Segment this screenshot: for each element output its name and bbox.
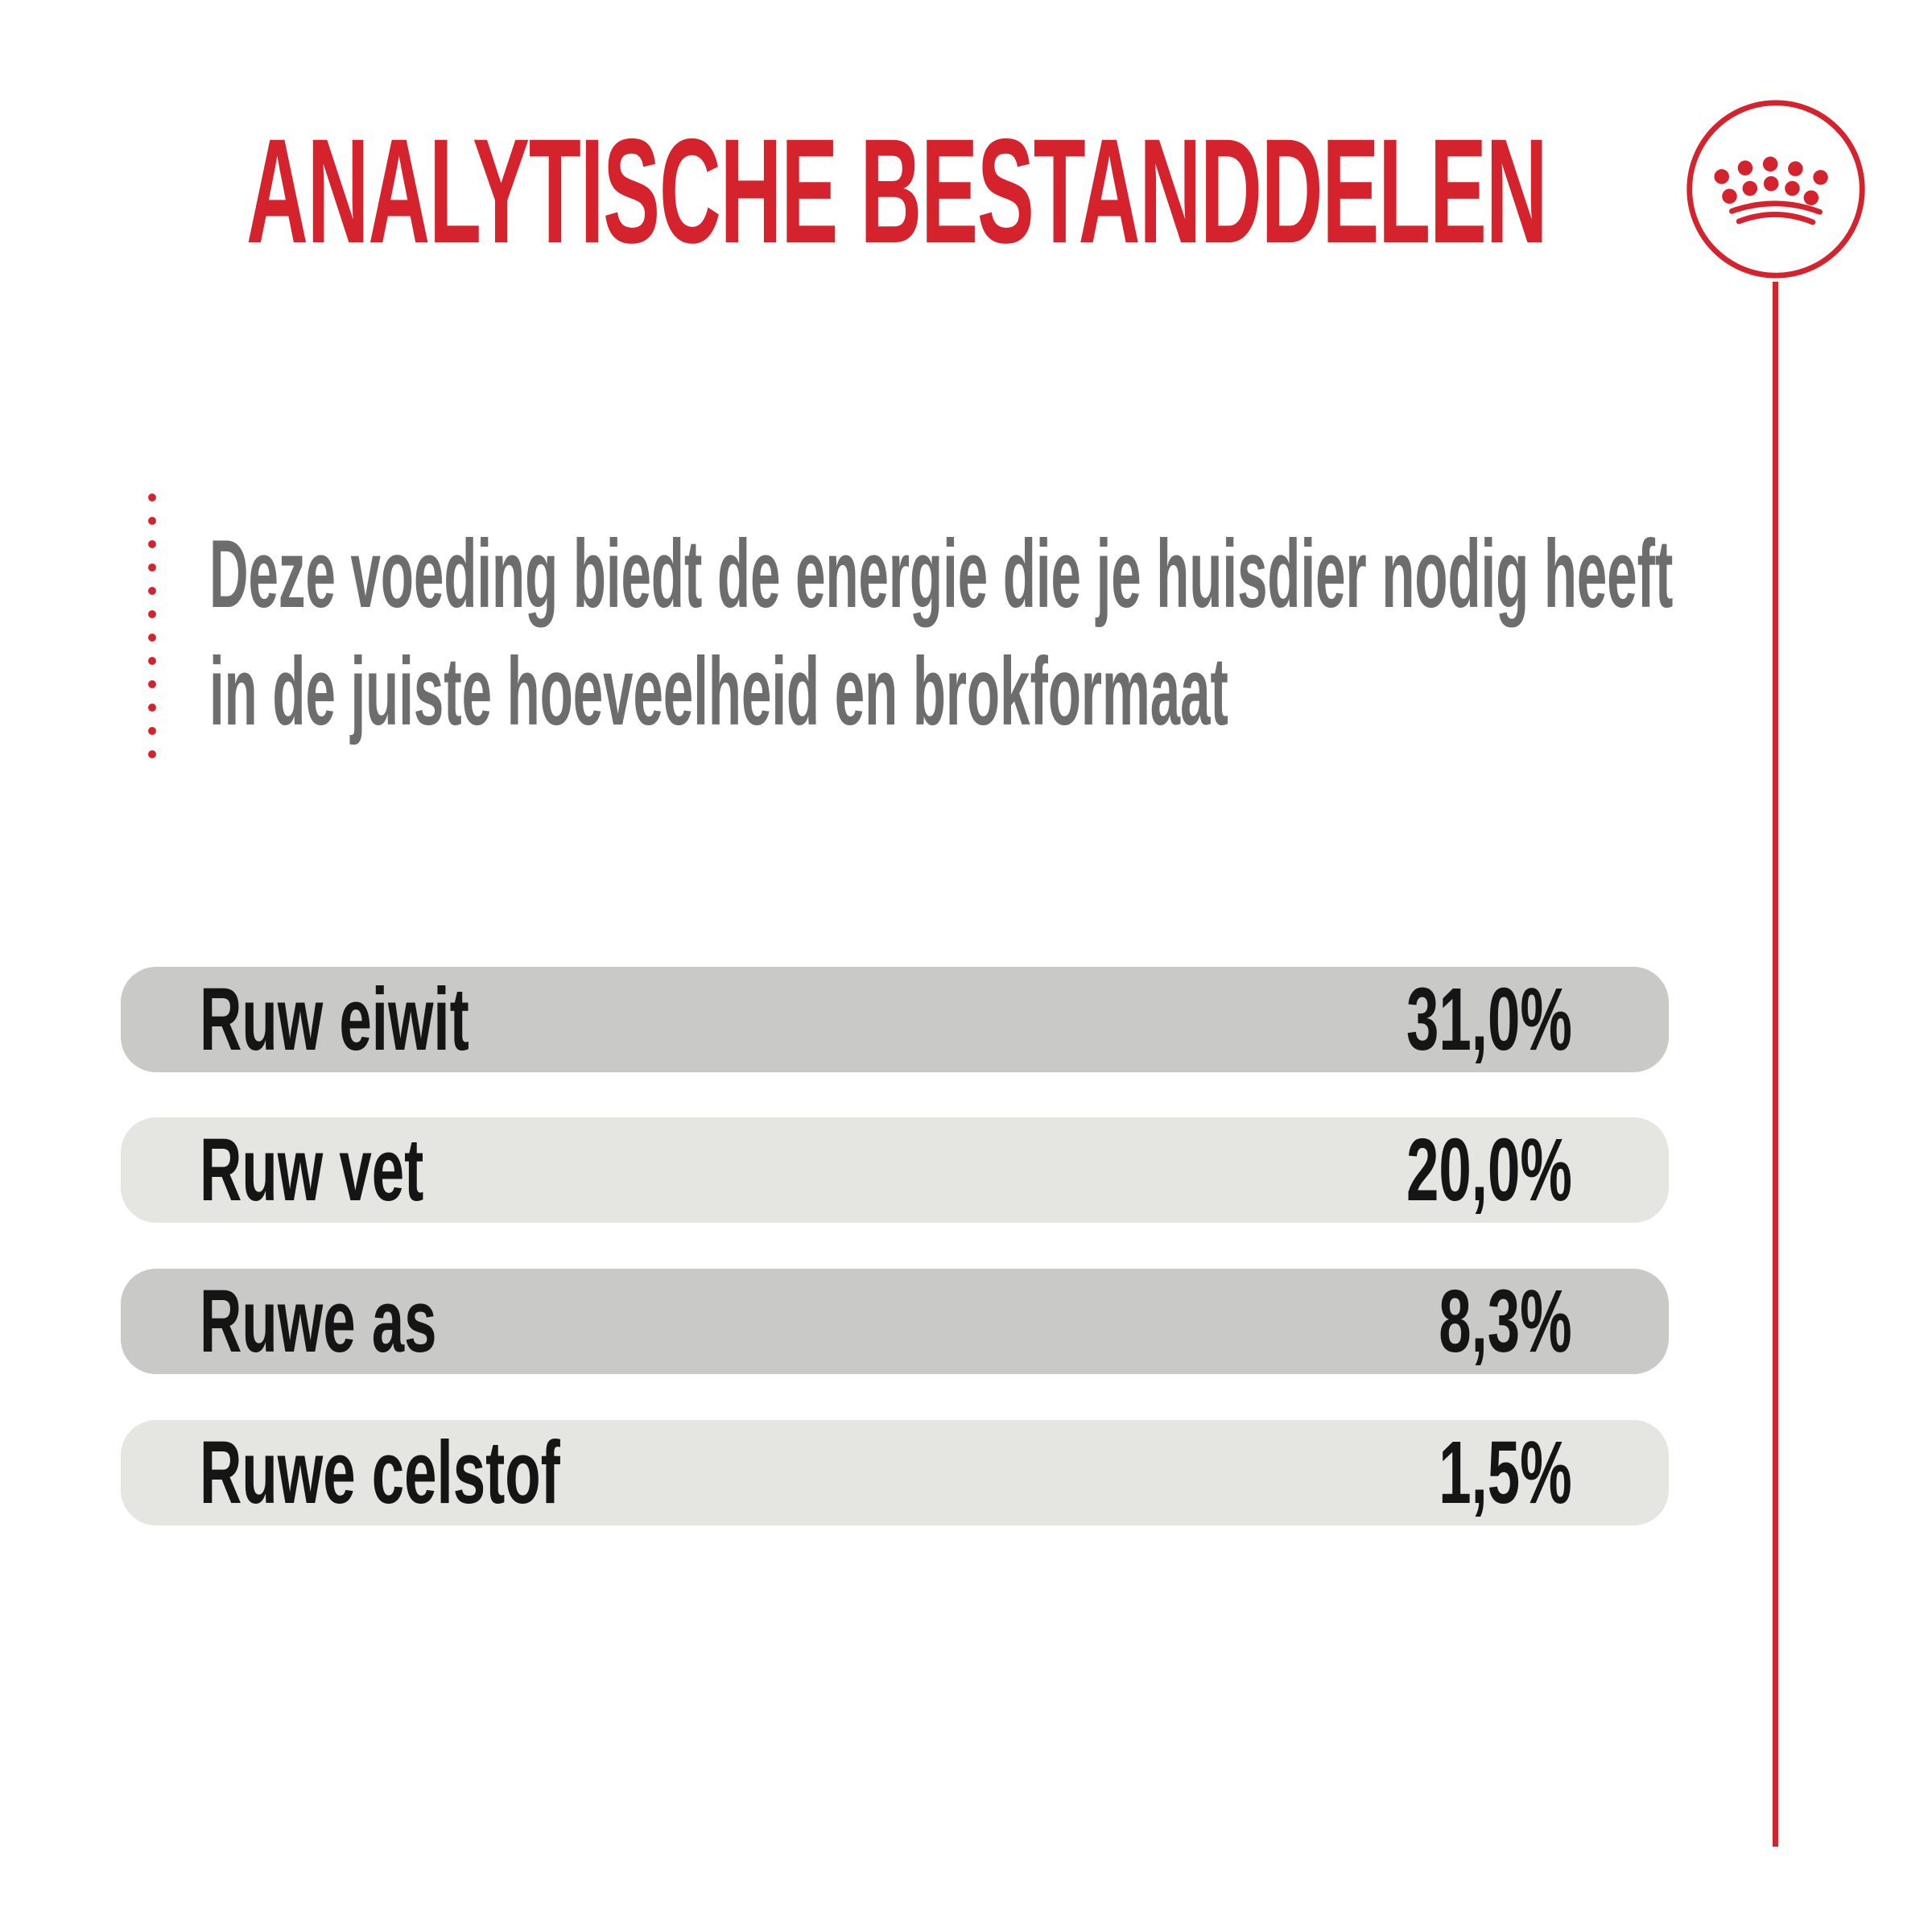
table-row: Ruw eiwit 31,0% (121, 967, 1669, 1072)
constituents-table: Ruw eiwit 31,0% Ruw vet 20,0% Ruwe as 8,… (121, 967, 1669, 1526)
dotted-accent-line (148, 493, 156, 758)
royal-canin-crown-icon (1686, 100, 1865, 279)
row-value: 1,5% (1439, 1423, 1572, 1522)
row-label: Ruwe celstof (200, 1423, 560, 1522)
row-value: 8,3% (1439, 1272, 1572, 1371)
row-value: 31,0% (1406, 970, 1572, 1069)
row-label: Ruw vet (200, 1121, 424, 1220)
brand-logo (1682, 95, 1870, 283)
table-row: Ruwe as 8,3% (121, 1269, 1669, 1374)
table-row: Ruw vet 20,0% (121, 1117, 1669, 1223)
page-title: ANALYTISCHE BESTANDDELEN (246, 109, 1548, 275)
description-text: Deze voeding biedt de energie die je hui… (209, 515, 1673, 750)
row-label: Ruw eiwit (200, 970, 469, 1069)
table-row: Ruwe celstof 1,5% (121, 1420, 1669, 1525)
description-line-2: in de juiste hoeveelheid en brokformaat (209, 638, 1228, 745)
row-value: 20,0% (1406, 1121, 1572, 1220)
vertical-accent-line (1773, 282, 1778, 1847)
description-line-1: Deze voeding biedt de energie die je hui… (209, 520, 1674, 628)
row-label: Ruwe as (200, 1272, 437, 1371)
